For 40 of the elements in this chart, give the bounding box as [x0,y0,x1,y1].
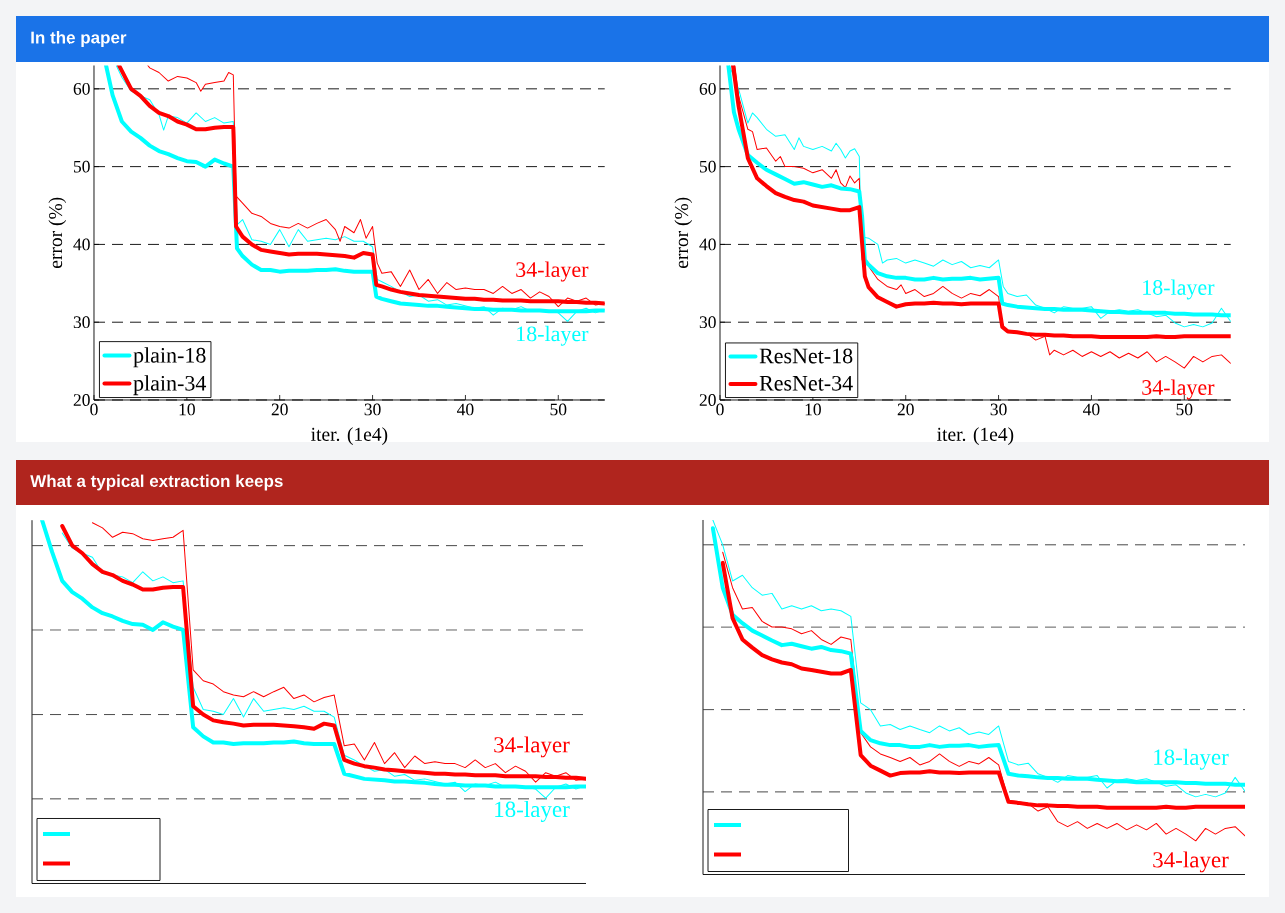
x-tick-label: 50 [550,403,567,416]
series-label: 34-layer [516,261,589,282]
series-label: 34-layer [1142,379,1215,400]
x-axis-title: iter. (1e4) [311,427,388,445]
legend-label: plain-18 [133,347,206,368]
y-axis-title: error (%) [48,197,67,268]
y-tick-label: 50 [73,160,90,173]
y-axis-title: error (%) [674,197,693,268]
series-label: 18-layer [1154,748,1229,770]
legend-label: ResNet-18 [759,348,853,364]
x-tick-label: 50 [1176,403,1193,416]
chart-title: What a typical extraction keeps [30,474,283,491]
y-tick-label: 40 [699,238,716,251]
y-tick-label: 30 [699,316,716,329]
x-tick-label: 0 [716,403,724,416]
y-tick-label: 40 [73,238,90,251]
series-label: 18-layer [495,800,570,822]
x-tick-label: 30 [990,403,1007,416]
y-tick-label: 20 [699,394,716,406]
x-tick-label: 30 [364,403,381,416]
chart-title: In the paper [31,31,127,47]
x-tick-label: 10 [805,403,821,416]
y-tick-label: 20 [73,394,90,406]
y-tick-label: 60 [699,82,716,95]
x-tick-label: 20 [897,403,914,416]
x-tick-label: 40 [457,403,474,416]
x-tick-label: 10 [179,403,195,416]
series-label: 34-layer [1153,851,1229,873]
x-tick-label: 0 [90,403,98,416]
legend-label: plain-34 [133,375,207,396]
series-label: 18-layer [517,325,589,346]
x-axis-title: iter. (1e4) [937,427,1014,445]
legend-label: ResNet-34 [759,375,853,391]
y-tick-label: 50 [699,160,716,173]
x-tick-label: 40 [1083,403,1100,416]
y-tick-label: 60 [73,82,90,95]
series-label: 18-layer [1143,279,1215,300]
y-tick-label: 30 [73,316,90,329]
x-tick-label: 20 [271,403,288,416]
series-label: 34-layer [494,736,570,758]
